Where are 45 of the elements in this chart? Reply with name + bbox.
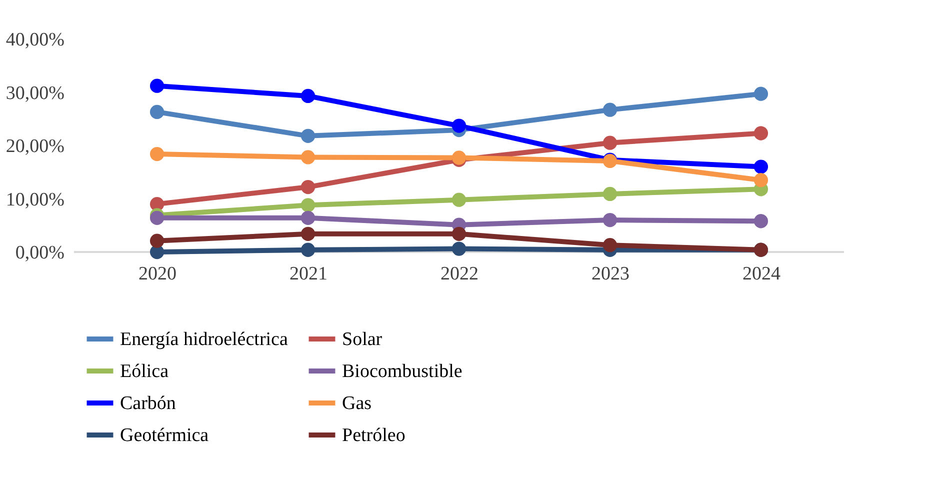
point	[754, 86, 768, 101]
point	[300, 210, 316, 225]
x-tick-label: 2022	[440, 264, 478, 284]
point	[300, 242, 316, 257]
legend-label: Geotérmica	[120, 425, 210, 446]
legend-label: Petróleo	[342, 425, 406, 446]
point	[150, 210, 164, 225]
point	[452, 192, 466, 207]
y-tick-label: 10,00%	[6, 189, 65, 210]
legend-label: Energía hidroeléctrica	[120, 329, 288, 350]
point	[602, 136, 618, 150]
legend-label: Biocombustible	[342, 361, 462, 382]
point	[754, 173, 768, 188]
point	[754, 160, 768, 174]
x-tick-label: 2020	[138, 264, 177, 284]
point	[754, 126, 768, 140]
point	[602, 102, 618, 117]
point	[754, 214, 768, 228]
point	[150, 234, 164, 248]
point	[300, 198, 316, 212]
y-tick-label: 20,00%	[6, 136, 65, 157]
point	[300, 150, 316, 164]
point	[452, 118, 466, 133]
point	[300, 180, 316, 194]
point	[452, 242, 466, 256]
x-tick-label: 2023	[591, 264, 630, 284]
legend-label: Eólica	[120, 361, 170, 382]
legend-label: Carbón	[120, 393, 176, 414]
legend-label: Gas	[342, 393, 372, 414]
point	[150, 104, 164, 120]
point	[150, 146, 164, 162]
point	[300, 226, 316, 241]
point	[602, 212, 618, 228]
point	[300, 88, 316, 104]
point	[300, 128, 316, 143]
point	[452, 226, 466, 241]
legend-label: Solar	[342, 329, 383, 350]
y-tick-label: 30,00%	[6, 82, 65, 104]
x-tick-label: 2024	[742, 264, 781, 284]
y-tick-label: 40,00%	[6, 30, 65, 50]
y-tick-label: 0,00%	[15, 242, 65, 264]
point	[602, 186, 618, 202]
point	[150, 78, 164, 93]
x-tick-label: 2021	[290, 264, 328, 284]
point	[602, 238, 618, 252]
